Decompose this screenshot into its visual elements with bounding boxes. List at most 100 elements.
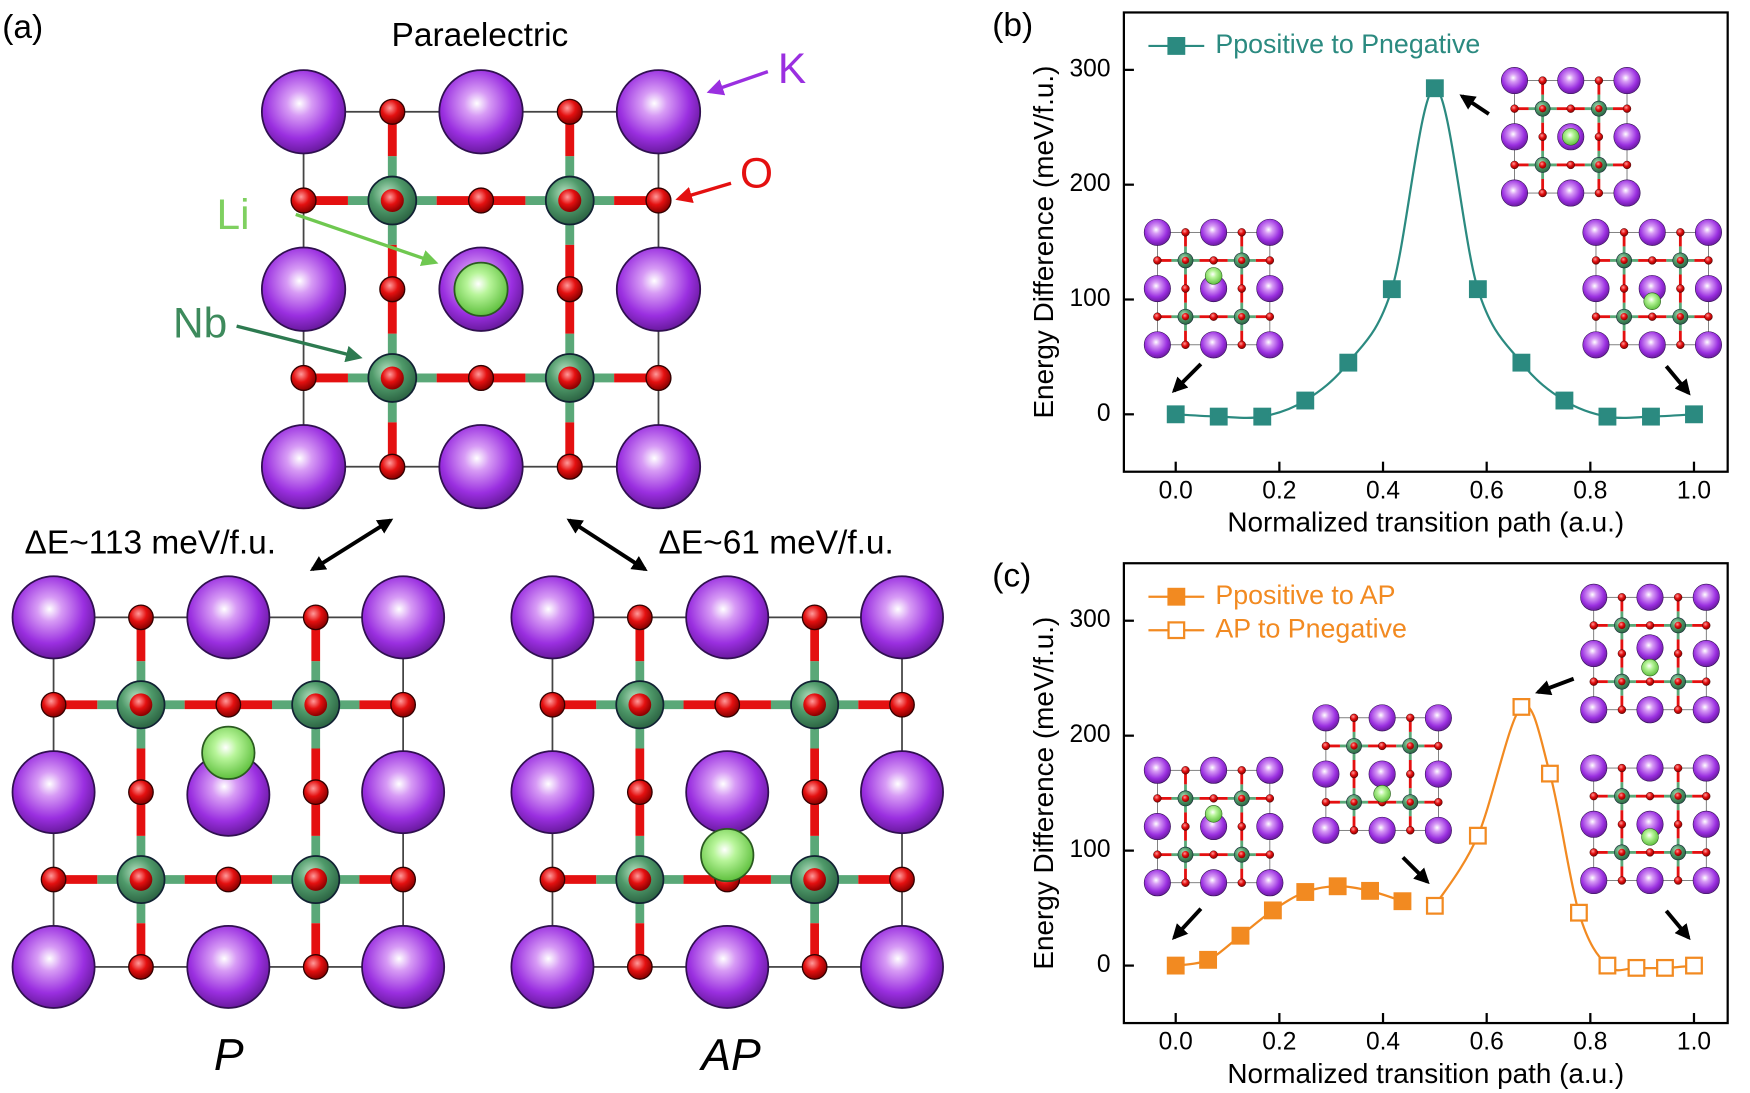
atom-o xyxy=(1673,705,1683,714)
arrow xyxy=(1664,365,1691,396)
data-point xyxy=(1598,407,1617,426)
atom-k xyxy=(1692,810,1720,838)
atom-o xyxy=(1676,284,1685,293)
atom-o xyxy=(1181,878,1190,887)
y-tick-label: 300 xyxy=(1070,606,1111,633)
atom-o xyxy=(1349,769,1359,779)
atom-k xyxy=(860,924,944,1009)
atom-o xyxy=(1237,878,1246,887)
atom-li xyxy=(1641,828,1659,846)
atom-o xyxy=(1674,792,1682,800)
atom-o xyxy=(1674,678,1682,686)
atom-k xyxy=(1143,813,1171,841)
atom-o xyxy=(1704,256,1713,265)
data-point xyxy=(1328,877,1347,896)
atom-k xyxy=(361,575,446,660)
x-tick-label: 0.2 xyxy=(1262,1029,1296,1056)
atom-o xyxy=(1594,132,1604,141)
atom-li xyxy=(1204,805,1223,823)
atom-o xyxy=(1589,792,1598,801)
atom-label: Nb xyxy=(173,299,227,346)
legend-label: AP to Pnegative xyxy=(1215,613,1406,643)
legend-marker xyxy=(1167,37,1186,55)
atom-k xyxy=(361,750,446,835)
x-axis-label: Normalized transition path (a.u.) xyxy=(1227,507,1624,538)
atom-k xyxy=(1501,179,1529,207)
x-tick-label: 0.8 xyxy=(1573,477,1607,504)
atom-k xyxy=(1200,756,1228,784)
panel-label: (a) xyxy=(2,9,43,46)
atom-o xyxy=(1209,256,1218,265)
data-point xyxy=(1361,881,1379,900)
atom-o xyxy=(539,691,566,718)
lattice xyxy=(1582,218,1722,359)
atom-o xyxy=(1209,794,1218,803)
x-tick-label: 0.4 xyxy=(1366,477,1400,504)
y-tick-label: 0 xyxy=(1097,951,1111,978)
atom-o xyxy=(467,187,495,214)
atom-o xyxy=(1618,848,1626,857)
atom-k xyxy=(1501,67,1529,95)
atom-o xyxy=(1622,160,1632,170)
atom-o xyxy=(1153,256,1162,265)
atom-k xyxy=(1143,756,1171,784)
atom-k xyxy=(11,750,96,835)
lattice xyxy=(1143,218,1284,359)
data-point xyxy=(1296,883,1315,901)
atom-o xyxy=(1406,798,1414,806)
series-line xyxy=(1433,704,1695,972)
atom-k xyxy=(1694,275,1722,303)
atom-o xyxy=(1648,256,1657,265)
atom-o xyxy=(1617,763,1627,773)
atom-o xyxy=(1702,621,1711,630)
atom-k xyxy=(510,924,595,1009)
atom-k xyxy=(1580,583,1608,611)
atom-o xyxy=(556,276,583,303)
atom-k xyxy=(1613,179,1641,207)
atom-k xyxy=(1636,754,1664,782)
atom-o xyxy=(1645,848,1655,857)
atom-o xyxy=(1566,160,1575,170)
atom-o xyxy=(290,364,317,392)
atom-k xyxy=(260,69,347,155)
atom-k xyxy=(1638,331,1666,359)
atom-o xyxy=(1594,188,1604,198)
atom-o xyxy=(128,954,154,980)
atom-o xyxy=(539,866,566,893)
atom-k xyxy=(1636,583,1664,611)
x-tick-label: 0.6 xyxy=(1470,477,1504,504)
atom-o xyxy=(1237,284,1246,293)
data-point xyxy=(1512,698,1531,716)
atom-k xyxy=(1582,331,1610,359)
atom-o xyxy=(1181,284,1190,293)
atom-o xyxy=(380,188,404,213)
atom-k xyxy=(1312,704,1340,732)
atom-o xyxy=(1674,848,1682,857)
arrow xyxy=(309,518,394,572)
atom-o xyxy=(1673,649,1683,658)
atom-o xyxy=(1538,105,1547,113)
atom-o xyxy=(379,453,406,480)
atom-o xyxy=(626,954,653,980)
atom-o xyxy=(1674,621,1682,630)
legend-marker xyxy=(1167,621,1186,640)
atom-o xyxy=(1702,848,1711,857)
atom-k xyxy=(1256,756,1284,784)
lattice xyxy=(1143,756,1284,897)
atom-k xyxy=(1557,67,1585,95)
data-point xyxy=(1209,407,1228,426)
atom-o xyxy=(1645,621,1655,630)
atom-k xyxy=(615,69,702,155)
atom-o xyxy=(1538,188,1547,198)
atom-o xyxy=(1591,256,1601,265)
atom-o xyxy=(215,691,242,718)
atom-o xyxy=(1618,792,1626,800)
y-tick-label: 100 xyxy=(1070,836,1111,863)
atom-o xyxy=(1238,313,1246,321)
atom-o xyxy=(1237,766,1246,775)
y-axis-label: Energy Difference (meV/f.u.) xyxy=(1028,66,1059,419)
atom-k xyxy=(438,424,524,510)
atom-k xyxy=(1613,123,1641,151)
lattice xyxy=(510,575,944,1009)
